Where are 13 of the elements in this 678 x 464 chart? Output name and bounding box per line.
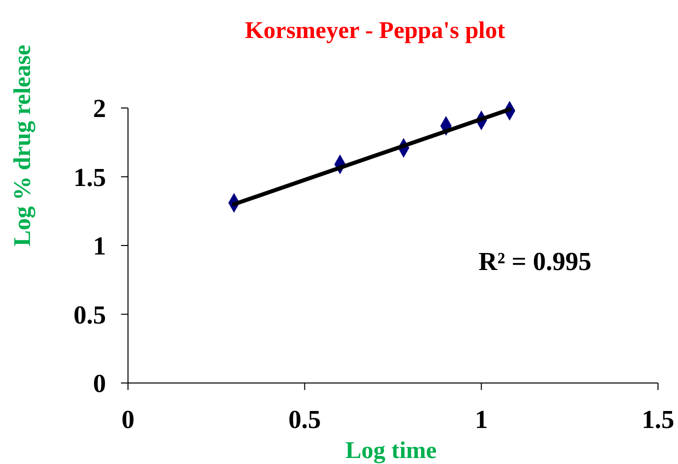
x-tick-label: 1.5: [642, 405, 674, 434]
y-tick-label: 0.5: [74, 300, 106, 330]
x-tick-label: 0: [122, 405, 134, 434]
y-tick-label: 0: [93, 369, 106, 398]
x-axis-title: Log time: [345, 438, 438, 464]
annotation: R² = 0.995: [478, 247, 592, 276]
y-tick-label: 2: [93, 94, 106, 124]
y-tick-label: 1: [93, 232, 106, 261]
y-tick-label: 1.5: [74, 162, 106, 192]
y-axis-title: Log % drug release: [10, 44, 36, 246]
x-tick-label: 0.5: [288, 405, 321, 434]
chart-title: Korsmeyer - Peppa's plot: [244, 18, 506, 44]
x-tick-label: 1: [474, 405, 488, 434]
